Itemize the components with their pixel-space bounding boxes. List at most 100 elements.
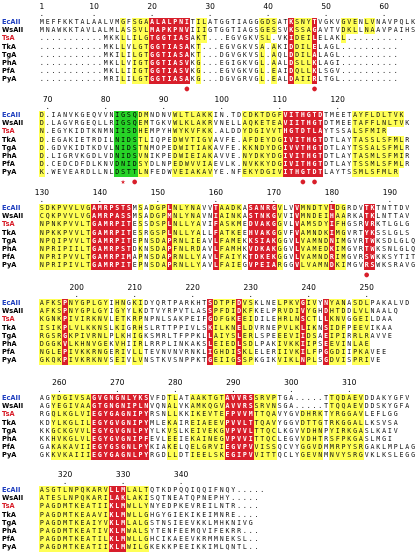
residue: . (213, 75, 218, 84)
residue: H (247, 228, 254, 237)
residue: V (73, 426, 80, 435)
residue: M (143, 119, 150, 128)
residue: V (265, 394, 271, 403)
residue: A (196, 307, 201, 316)
residue: E (259, 261, 266, 270)
residue: G (114, 307, 121, 316)
residue: L (50, 348, 57, 357)
residue: A (346, 394, 353, 403)
residue: G (399, 244, 404, 253)
residue: S (318, 339, 323, 348)
residue: . (393, 58, 398, 67)
residue: Q (190, 494, 195, 503)
residue: R (329, 418, 335, 427)
residue: V (102, 518, 109, 527)
residue: L (109, 168, 114, 177)
residue: E (265, 26, 271, 35)
residue: T (305, 168, 312, 177)
residue: V (358, 402, 364, 411)
residue: G (364, 443, 369, 452)
residue: G (300, 299, 306, 308)
residue: G (68, 434, 74, 444)
residue: K (109, 34, 114, 43)
residue: V (73, 402, 80, 411)
sequence-row: WsAII A F K S P N Y G P L G Y I G Y Y L K D T V Y R P V T L A S S P F D I D… (0, 307, 416, 316)
residue: F (363, 127, 370, 136)
residue: E (179, 526, 184, 535)
residue: C (56, 426, 63, 435)
residue: S (346, 451, 353, 460)
residue: F (195, 127, 202, 136)
residue: E (271, 323, 276, 332)
residue: Y (358, 111, 364, 120)
residue: T (149, 34, 155, 43)
residue: K (294, 339, 300, 349)
residue: R (92, 135, 97, 144)
residue: M (230, 236, 237, 245)
residue: K (79, 348, 86, 357)
residue: E (166, 434, 173, 444)
residue: Y (143, 502, 150, 511)
residue: L (382, 443, 387, 452)
residue: K (73, 543, 80, 552)
residue: K (247, 236, 254, 245)
residue: T (173, 331, 178, 340)
residue: . (45, 58, 50, 67)
residue: L (144, 339, 149, 348)
residue: A (352, 111, 358, 120)
residue: T (259, 410, 266, 419)
residue: E (161, 526, 166, 535)
residue: K (207, 127, 213, 136)
residue: V (172, 168, 179, 177)
residue: K (207, 143, 213, 152)
residue: K (236, 212, 242, 221)
residue: P (62, 299, 68, 308)
residue: G (45, 410, 50, 419)
residue: L (114, 502, 121, 511)
residue: I (208, 543, 213, 552)
residue: L (393, 299, 398, 307)
residue: I (340, 348, 347, 357)
residue: Q (184, 486, 189, 494)
residue: T (68, 510, 74, 519)
residue: G (155, 204, 161, 213)
residue: T (294, 111, 300, 120)
residue: I (68, 348, 74, 357)
residue: L (115, 58, 120, 67)
residue: Y (283, 410, 288, 419)
residue: M (213, 535, 218, 544)
residue: L (137, 535, 144, 544)
residue: D (387, 236, 392, 245)
residue: T (329, 119, 334, 128)
residue: I (173, 518, 178, 527)
residue: T (120, 315, 126, 324)
residue: Y (102, 451, 109, 460)
residue: . (237, 486, 242, 494)
residue: Y (295, 451, 300, 460)
residue: . (97, 42, 102, 51)
marker-row: ● (0, 270, 416, 280)
residue: G (253, 127, 260, 136)
residue: . (57, 67, 62, 76)
residue: N (173, 348, 178, 357)
position-number: 340 (173, 470, 189, 479)
residue: S (167, 518, 172, 527)
residue: R (97, 486, 103, 495)
residue: Q (277, 451, 282, 460)
position-number: 310 (342, 378, 357, 387)
residue: R (108, 253, 115, 262)
residue: . (254, 486, 259, 494)
residue: F (57, 18, 62, 26)
residue: . (271, 34, 276, 43)
residue: L (266, 315, 271, 324)
residue: N (68, 486, 74, 495)
residue: N (323, 261, 329, 270)
residue: E (132, 261, 137, 270)
residue: V (190, 518, 195, 527)
residue: Q (265, 434, 271, 444)
residue: L (370, 434, 375, 443)
residue: G (271, 228, 277, 237)
residue: H (305, 143, 312, 152)
sequence-row: WsAII D. L A G V R G E Q L L R I G S Q E M T G K V W L K L A K R V N E L L… (0, 119, 416, 128)
residue: S (144, 323, 149, 332)
